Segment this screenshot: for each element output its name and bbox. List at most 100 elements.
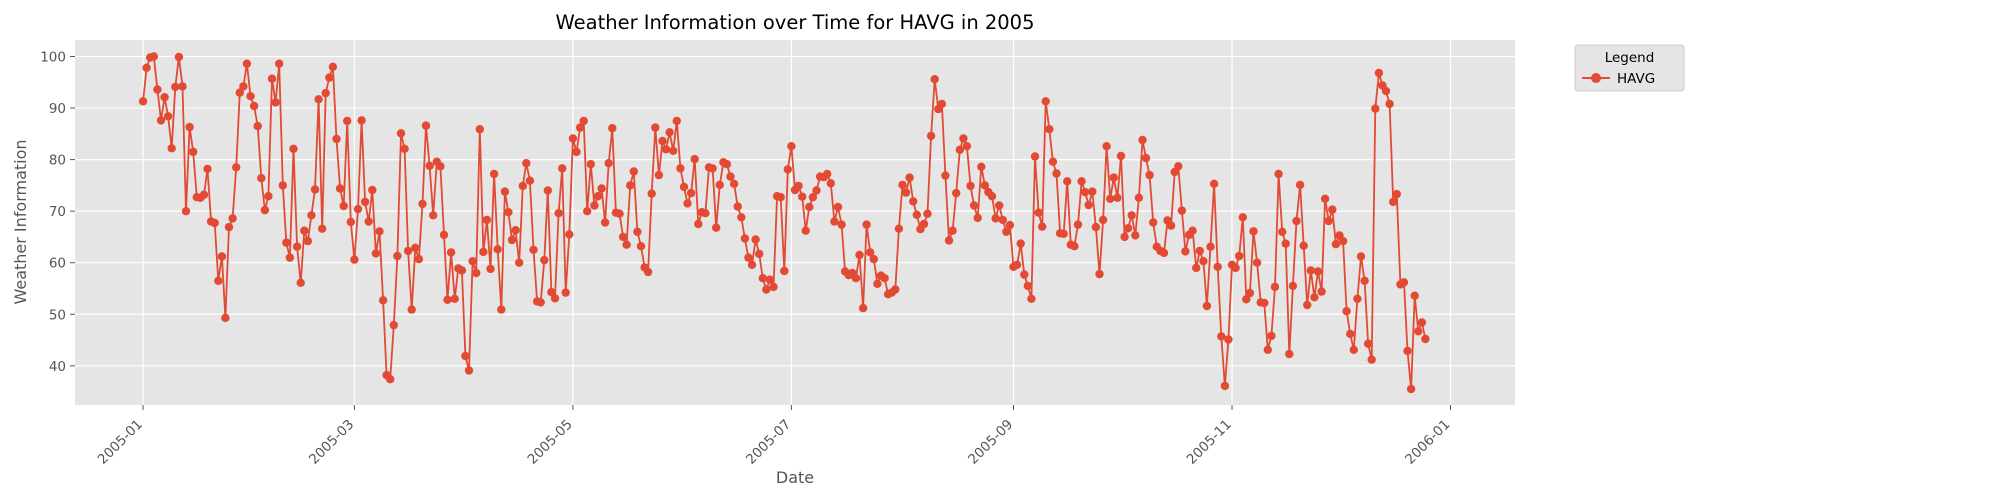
- data-point: [267, 74, 277, 83]
- data-point: [296, 278, 305, 287]
- data-point: [464, 366, 474, 375]
- data-point: [156, 116, 166, 125]
- data-point: [1331, 240, 1341, 249]
- data-point: [1410, 291, 1419, 300]
- data-point: [407, 305, 416, 314]
- data-point: [1206, 242, 1215, 251]
- data-point: [1177, 206, 1187, 215]
- data-point: [210, 218, 219, 228]
- data-point: [303, 236, 312, 246]
- y-tick-label: 90: [49, 101, 66, 117]
- data-point: [1134, 193, 1144, 202]
- data-point: [339, 201, 348, 211]
- data-point: [1295, 180, 1305, 190]
- data-point: [679, 182, 689, 192]
- data-point: [862, 220, 871, 229]
- data-point: [1288, 281, 1298, 291]
- data-point: [1080, 187, 1090, 197]
- data-point: [805, 202, 814, 212]
- data-point: [973, 213, 982, 223]
- data-point: [185, 122, 194, 132]
- data-point: [360, 197, 370, 207]
- data-point: [995, 201, 1004, 210]
- data-point: [737, 213, 746, 222]
- data-point: [332, 134, 341, 144]
- data-point: [443, 295, 452, 304]
- data-point: [246, 92, 255, 101]
- data-point: [224, 222, 234, 232]
- data-point: [1199, 257, 1208, 266]
- data-point: [1027, 294, 1036, 303]
- data-point: [214, 276, 223, 285]
- data-point: [765, 275, 775, 284]
- data-point: [1270, 282, 1280, 292]
- data-point: [561, 288, 570, 297]
- data-point: [1123, 224, 1133, 233]
- data-point: [235, 88, 244, 97]
- data-point: [1414, 327, 1423, 336]
- data-point: [661, 145, 671, 154]
- data-point: [801, 226, 810, 235]
- data-point: [1059, 229, 1068, 238]
- data-point: [604, 159, 613, 168]
- data-point: [776, 193, 785, 202]
- data-point: [855, 250, 864, 260]
- data-point: [500, 187, 510, 196]
- data-point: [798, 192, 807, 201]
- data-point: [547, 287, 556, 297]
- data-point: [1252, 258, 1262, 267]
- data-point: [371, 249, 381, 258]
- data-point: [1324, 216, 1333, 226]
- data-point: [461, 351, 470, 361]
- data-point: [733, 202, 742, 211]
- data-point: [808, 193, 818, 202]
- data-point: [572, 147, 581, 157]
- data-point: [1192, 263, 1201, 273]
- data-point: [1346, 329, 1355, 339]
- data-point: [1385, 99, 1394, 109]
- data-point: [138, 97, 148, 106]
- data-point: [264, 192, 273, 201]
- data-point: [171, 82, 180, 92]
- data-point: [830, 217, 839, 226]
- data-point: [962, 142, 972, 151]
- data-point: [1260, 298, 1269, 308]
- data-point: [292, 242, 302, 251]
- data-point: [1281, 239, 1290, 248]
- data-point: [636, 242, 646, 251]
- data-point: [1041, 97, 1050, 106]
- y-tick-label: 40: [49, 359, 66, 375]
- data-point: [590, 201, 599, 210]
- legend-title: Legend: [1605, 50, 1655, 66]
- data-point: [1342, 307, 1351, 316]
- data-point: [321, 88, 330, 98]
- data-point: [1138, 135, 1147, 145]
- legend-entry-havg: HAVG: [1617, 71, 1655, 87]
- data-point: [1278, 227, 1287, 236]
- data-point: [1091, 222, 1101, 232]
- data-point: [651, 123, 660, 132]
- data-point: [160, 93, 169, 102]
- data-point: [1313, 267, 1323, 276]
- data-point: [389, 320, 398, 330]
- data-point: [866, 248, 875, 257]
- data-point: [142, 63, 151, 72]
- data-point: [633, 227, 642, 236]
- data-point: [618, 232, 628, 242]
- data-point: [1048, 157, 1058, 166]
- data-point: [153, 85, 162, 94]
- data-point: [1113, 193, 1122, 202]
- data-point: [901, 188, 911, 197]
- data-point: [948, 226, 957, 235]
- data-point: [518, 181, 527, 191]
- data-point: [930, 75, 939, 84]
- data-point: [658, 136, 667, 146]
- data-point: [1174, 162, 1183, 171]
- data-point: [608, 124, 617, 133]
- data-point: [1023, 281, 1032, 291]
- data-point: [1005, 220, 1015, 230]
- chart-title: Weather Information over Time for HAVG i…: [556, 11, 1035, 34]
- data-point: [977, 162, 986, 171]
- data-point: [937, 99, 947, 109]
